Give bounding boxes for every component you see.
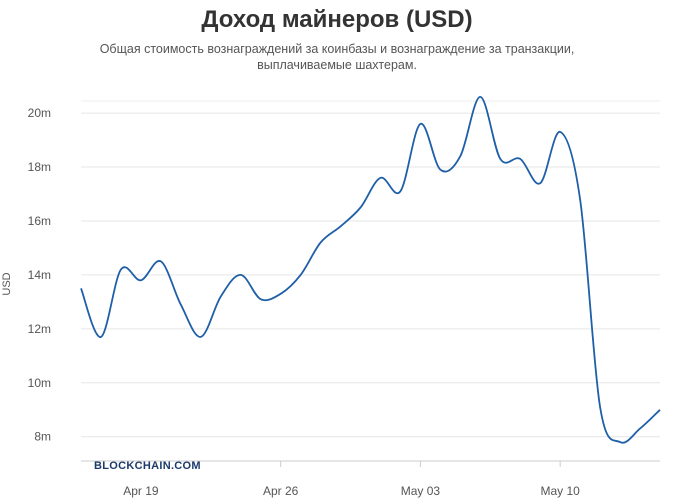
grid-lines (81, 100, 660, 438)
x-tick-label: Apr 19 (123, 484, 159, 498)
y-tick-label: 8m (34, 430, 51, 444)
y-axis-label: USD (1, 272, 13, 295)
watermark-logo: BLOCKCHAIN.COM (94, 460, 201, 472)
series-line (80, 95, 661, 444)
y-tick-label: 12m (28, 322, 51, 336)
x-tick-label: Apr 26 (263, 484, 299, 498)
x-tick-label: May 03 (401, 484, 441, 498)
y-tick-label: 14m (28, 268, 51, 282)
y-tick-label: 20m (28, 106, 51, 120)
series-group (80, 95, 661, 444)
x-tick-label: May 10 (540, 484, 580, 498)
y-tick-label: 16m (28, 214, 51, 228)
y-tick-label: 18m (28, 160, 51, 174)
chart-subtitle: Общая стоимость вознаграждений за коинба… (99, 42, 575, 72)
y-tick-label: 10m (28, 376, 51, 390)
x-axis-tick-labels: Apr 19 Apr 26 May 03 May 10 (123, 461, 580, 498)
y-axis-tick-labels: 8m 10m 12m 14m 16m 18m 20m (28, 106, 51, 444)
chart-title: Доход майнеров (USD) (201, 6, 473, 33)
